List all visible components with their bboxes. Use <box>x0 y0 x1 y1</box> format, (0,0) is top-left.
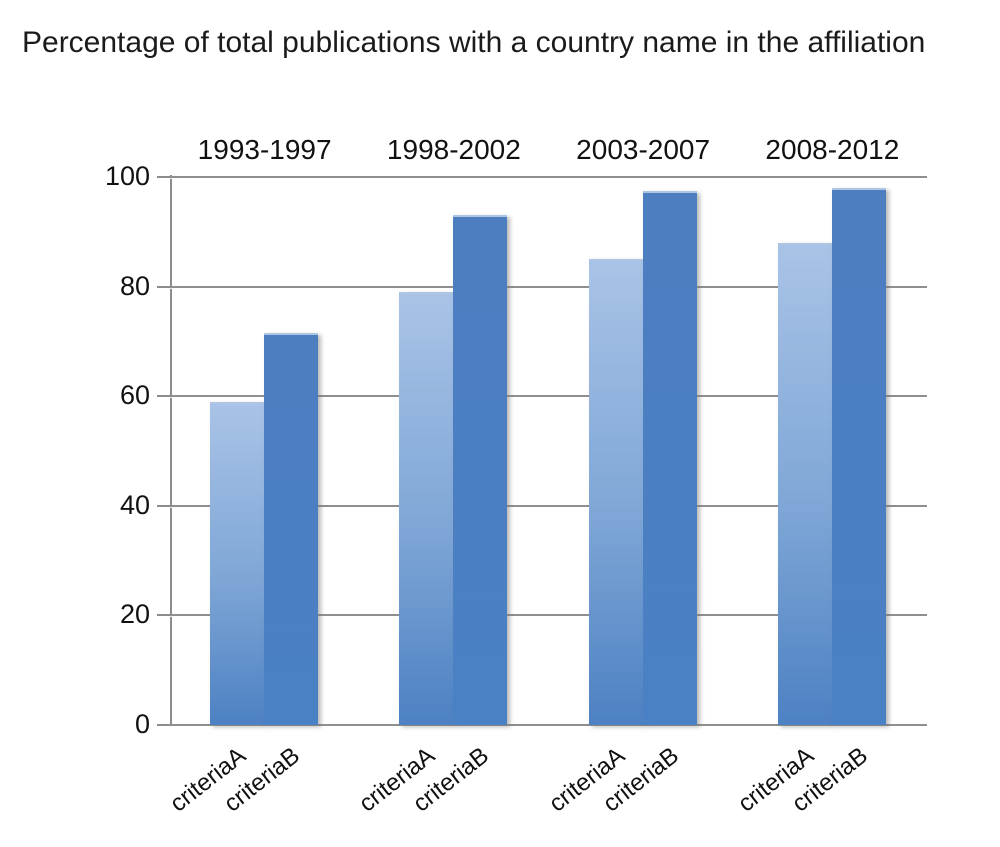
group-label-2008-2012: 2008-2012 <box>765 134 900 165</box>
bar-criteriaB-1993-1997 <box>264 333 318 725</box>
y-axis-label-80: 80 <box>119 270 150 301</box>
y-axis-label-60: 60 <box>119 380 150 411</box>
plot-area <box>170 176 927 726</box>
y-tick-100 <box>157 176 171 178</box>
group-label-2003-2007: 2003-2007 <box>576 134 711 165</box>
y-tick-80 <box>157 285 171 288</box>
y-axis-label-20: 20 <box>119 599 150 630</box>
gridline-100 <box>170 176 927 178</box>
gridline-60 <box>170 395 927 398</box>
bar-criteriaB-2003-2007 <box>642 190 697 725</box>
chart-title: Percentage of total publications with a … <box>22 26 926 59</box>
y-axis-label-40: 40 <box>119 489 150 520</box>
bar-criteriaB-1998-2002 <box>453 215 508 725</box>
bar-criteriaB-2008-2012 <box>831 187 886 725</box>
y-axis-label-100: 100 <box>104 161 150 191</box>
y-tick-60 <box>157 395 171 398</box>
y-axis-line <box>170 175 172 725</box>
y-axis-label-0: 0 <box>134 709 150 739</box>
gridline-0 <box>170 724 927 726</box>
group-label-1993-1997: 1993-1997 <box>197 134 332 165</box>
y-tick-40 <box>157 504 171 507</box>
bar-criteriaA-2008-2012 <box>777 242 832 725</box>
y-tick-0 <box>157 724 171 726</box>
gridline-40 <box>170 504 927 507</box>
y-tick-20 <box>157 614 171 617</box>
group-label-1998-2002: 1998-2002 <box>386 134 521 165</box>
gridline-20 <box>170 614 927 617</box>
gridline-80 <box>170 285 927 288</box>
bar-criteriaA-1998-2002 <box>399 292 454 725</box>
bar-criteriaA-1993-1997 <box>210 401 264 725</box>
bar-criteriaA-2003-2007 <box>588 259 643 725</box>
